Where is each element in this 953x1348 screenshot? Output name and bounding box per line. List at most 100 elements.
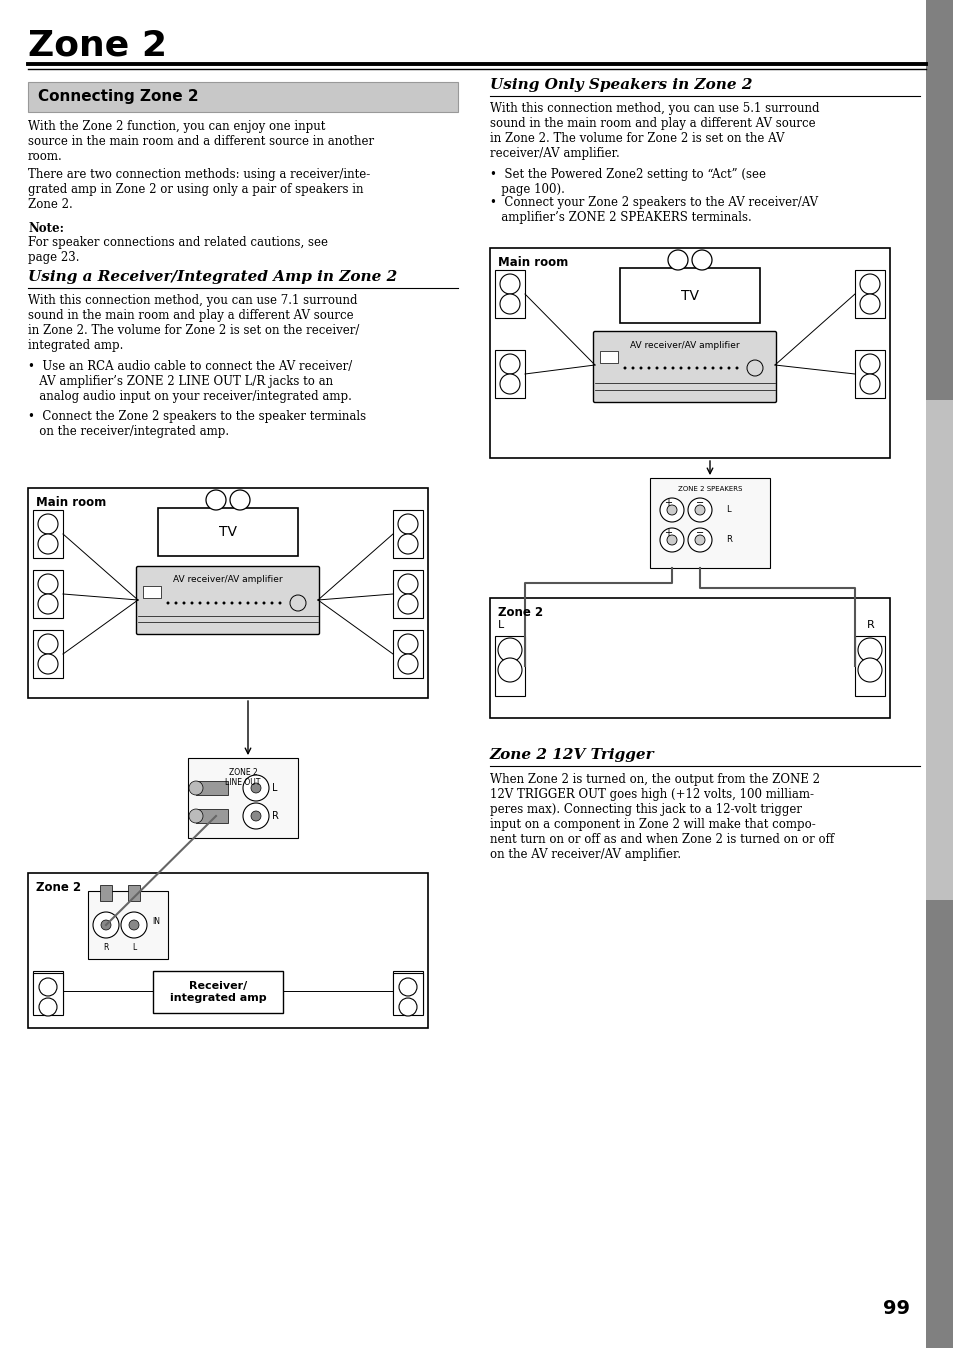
Circle shape [251,811,261,821]
Text: Zone 2: Zone 2 [36,882,81,894]
Circle shape [735,367,738,369]
Circle shape [659,497,683,522]
Circle shape [397,654,417,674]
Bar [195,780,228,795]
Circle shape [499,373,519,394]
Text: When Zone 2 is turned on, the output from the ZONE 2
12V TRIGGER OUT goes high (: When Zone 2 is turned on, the output fro… [490,772,833,861]
Circle shape [129,919,139,930]
Circle shape [191,601,193,604]
Circle shape [497,658,521,682]
Bar [33,630,63,678]
Circle shape [214,601,217,604]
Circle shape [687,367,690,369]
Circle shape [39,979,57,996]
FancyBboxPatch shape [136,566,319,635]
Circle shape [499,274,519,294]
Text: IN: IN [152,917,160,926]
Circle shape [38,634,58,654]
Text: Connecting Zone 2: Connecting Zone 2 [38,89,198,105]
Circle shape [398,976,416,993]
Circle shape [687,528,711,551]
Bar [28,874,428,1029]
Circle shape [859,294,879,314]
Text: +: + [663,497,671,508]
Circle shape [39,976,57,993]
Circle shape [859,373,879,394]
Text: L: L [132,944,136,952]
Bar [925,0,953,1348]
Circle shape [746,360,762,376]
Text: TV: TV [219,524,236,539]
Text: L: L [725,506,730,515]
Text: With this connection method, you can use 5.1 surround
sound in the main room and: With this connection method, you can use… [490,102,819,160]
Circle shape [655,367,658,369]
Circle shape [623,367,626,369]
Circle shape [39,998,57,1016]
Text: R: R [725,535,731,545]
Circle shape [38,594,58,613]
Text: TV: TV [680,288,699,302]
Bar [33,570,63,617]
Bar [393,510,422,558]
Circle shape [38,574,58,594]
Circle shape [238,601,241,604]
Circle shape [711,367,714,369]
Circle shape [243,803,269,829]
Circle shape [398,996,416,1014]
Bar [393,971,422,1012]
Bar [100,886,112,900]
Text: Using Only Speakers in Zone 2: Using Only Speakers in Zone 2 [490,78,752,92]
Text: AV receiver/AV amplifier: AV receiver/AV amplifier [173,576,282,585]
Circle shape [262,601,265,604]
Circle shape [666,535,677,545]
Circle shape [667,249,687,270]
Text: With the Zone 2 function, you can enjoy one input
source in the main room and a : With the Zone 2 function, you can enjoy … [28,120,374,163]
Bar [393,973,422,1015]
Circle shape [666,506,677,515]
Text: Zone 2: Zone 2 [497,607,542,619]
Bar [495,636,524,696]
Circle shape [499,294,519,314]
Circle shape [38,534,58,554]
Circle shape [167,601,170,604]
Bar [490,599,889,718]
Circle shape [859,355,879,373]
Text: Using a Receiver/Integrated Amp in Zone 2: Using a Receiver/Integrated Amp in Zone … [28,270,396,284]
Text: •  Connect your Zone 2 speakers to the AV receiver/AV
   amplifier’s ZONE 2 SPEA: • Connect your Zone 2 speakers to the AV… [490,195,818,224]
Text: Zone 2 12V Trigger: Zone 2 12V Trigger [490,748,654,762]
Circle shape [679,367,681,369]
Circle shape [687,497,711,522]
Circle shape [271,601,274,604]
Circle shape [691,249,711,270]
Bar [393,630,422,678]
Circle shape [206,601,210,604]
Bar [495,350,524,398]
Bar [393,570,422,617]
Text: L: L [272,783,277,793]
Bar [28,488,428,698]
Circle shape [671,367,674,369]
Circle shape [243,775,269,801]
Bar [649,479,769,568]
Bar [599,350,618,363]
Circle shape [719,367,721,369]
Text: •  Set the Powered Zone2 setting to “Act” (see
   page 100).: • Set the Powered Zone2 setting to “Act”… [490,168,765,195]
Bar [925,400,953,900]
Circle shape [182,601,185,604]
Circle shape [662,367,666,369]
Circle shape [631,367,634,369]
Circle shape [39,996,57,1014]
Bar [33,510,63,558]
Text: Main room: Main room [497,256,568,270]
Circle shape [695,535,704,545]
Text: AV receiver/AV amplifier: AV receiver/AV amplifier [630,341,739,349]
Circle shape [859,274,879,294]
Circle shape [198,601,201,604]
Circle shape [659,528,683,551]
Text: R: R [866,620,874,630]
Circle shape [38,514,58,534]
Text: R: R [103,944,109,952]
Bar [128,886,140,900]
Text: +: + [663,528,671,538]
Circle shape [639,367,641,369]
